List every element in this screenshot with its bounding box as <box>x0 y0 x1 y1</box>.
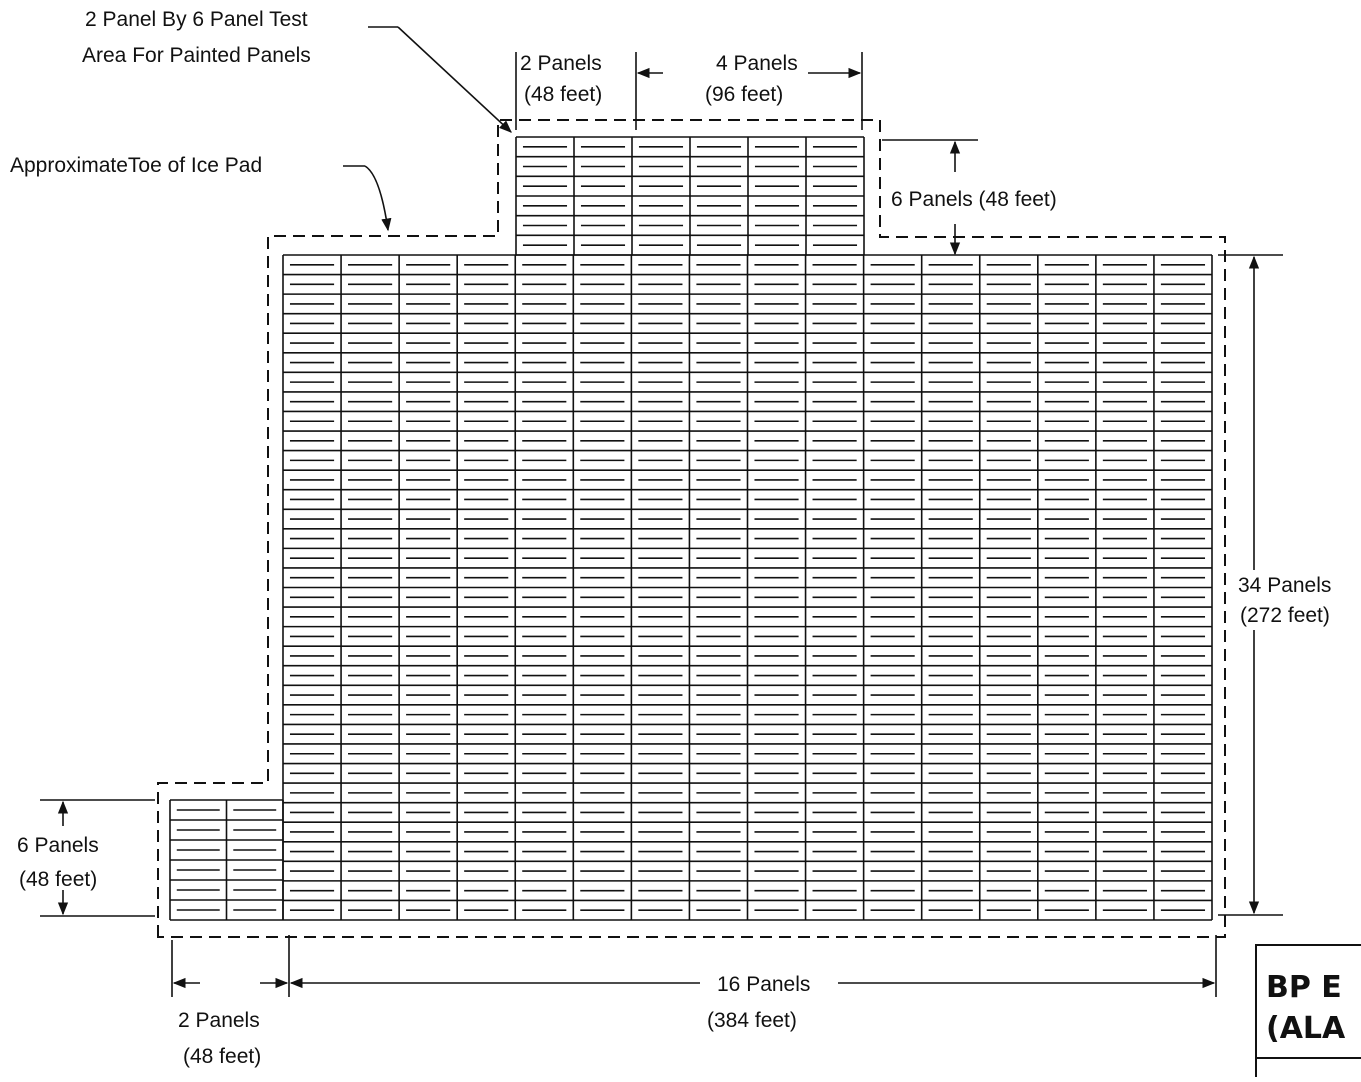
right-6-panels-label: 6 Panels (48 feet) <box>891 188 1057 211</box>
top-dimension <box>515 52 863 130</box>
test-area-label-line2: Area For Painted Panels <box>82 44 311 67</box>
right-34-feet-label: (272 feet) <box>1240 604 1330 627</box>
ice-pad-toe-leader <box>343 165 392 232</box>
bottom-16-panels-label: 16 Panels <box>717 973 810 996</box>
left-extension-panel-grid <box>169 799 284 921</box>
top-4-feet-label: (96 feet) <box>705 83 783 106</box>
ice-pad-toe-outline <box>157 119 1226 938</box>
test-area-label-line1: 2 Panel By 6 Panel Test <box>85 8 308 31</box>
main-panel-grid <box>282 254 1213 921</box>
test-area-leader <box>368 26 512 133</box>
right-6-dimension <box>882 139 978 256</box>
bottom-16-feet-label: (384 feet) <box>707 1009 797 1032</box>
bottom-dimension <box>171 935 1217 997</box>
left-6-panels-label: 6 Panels <box>17 834 99 857</box>
bottom-2-panels-label: 2 Panels <box>178 1009 260 1032</box>
top-2-panels-label: 2 Panels <box>520 52 602 75</box>
right-34-dimension <box>1218 254 1283 916</box>
left-6-dimension <box>40 799 155 917</box>
left-6-feet-label: (48 feet) <box>19 868 97 891</box>
top-2-feet-label: (48 feet) <box>524 83 602 106</box>
title-block-line2: (ALA <box>1266 1011 1346 1046</box>
title-block-line1: BP E <box>1266 970 1342 1005</box>
bottom-2-feet-label: (48 feet) <box>183 1045 261 1068</box>
test-area-panel-grid <box>515 136 865 256</box>
title-block <box>1255 944 1361 1077</box>
right-34-panels-label: 34 Panels <box>1238 574 1331 597</box>
ice-pad-toe-label: ApproximateToe of Ice Pad <box>10 154 262 177</box>
top-4-panels-label: 4 Panels <box>716 52 798 75</box>
